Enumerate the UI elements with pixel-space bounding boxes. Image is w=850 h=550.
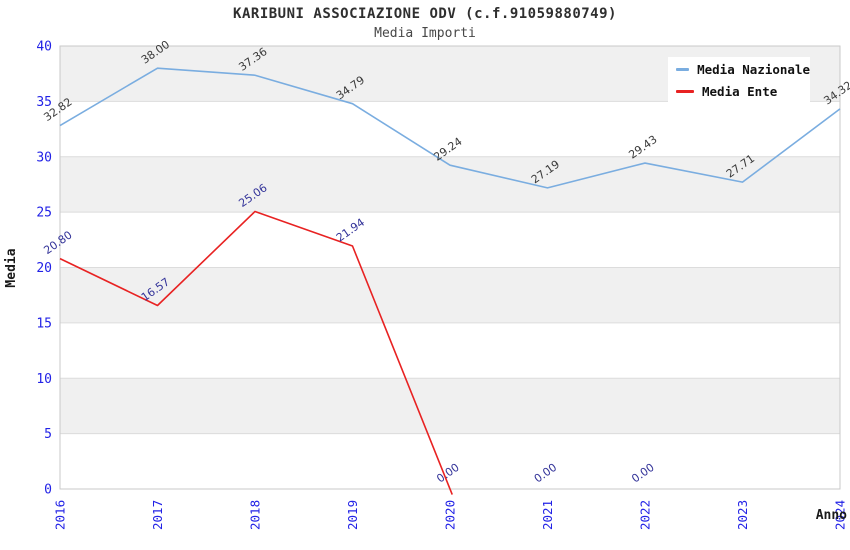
y-tick-label: 40 xyxy=(36,40,52,55)
legend-item-media-nazionale: Media Nazionale xyxy=(668,61,810,77)
plot-band xyxy=(60,378,840,434)
plot-band xyxy=(60,101,840,157)
x-tick-label: 2022 xyxy=(638,500,653,530)
x-tick-label: 2021 xyxy=(540,500,555,530)
chart-subtitle: Media Importi xyxy=(374,26,476,41)
plot-band xyxy=(60,267,840,323)
y-tick-label: 0 xyxy=(44,483,52,498)
y-axis-title: Media xyxy=(4,248,19,287)
x-tick-label: 2023 xyxy=(735,500,750,530)
y-tick-label: 15 xyxy=(36,316,52,331)
legend-marker-media-nazionale xyxy=(676,67,690,71)
legend-marker-media-ente xyxy=(676,89,694,93)
x-tick-label: 2019 xyxy=(345,500,360,530)
y-tick-label: 25 xyxy=(36,206,52,221)
y-tick-label: 20 xyxy=(36,261,52,276)
plot-band xyxy=(60,433,840,489)
y-tick-label: 30 xyxy=(36,150,52,165)
y-tick-label: 5 xyxy=(44,427,52,442)
y-tick-label: 35 xyxy=(36,95,52,110)
x-tick-label: 2020 xyxy=(443,500,458,530)
legend-label-media-ente: Media Ente xyxy=(702,83,778,99)
x-tick-label: 2018 xyxy=(248,500,263,530)
x-tick-label: 2024 xyxy=(833,500,848,530)
legend: Media Nazionale Media Ente xyxy=(668,57,810,103)
chart-title: KARIBUNI ASSOCIAZIONE ODV (c.f.910598807… xyxy=(233,6,617,22)
legend-item-media-ente: Media Ente xyxy=(668,83,810,99)
y-tick-label: 10 xyxy=(36,372,52,387)
legend-label-media-nazionale: Media Nazionale xyxy=(697,61,810,77)
plot-band xyxy=(60,322,840,379)
x-axis-title: Anno xyxy=(816,508,847,523)
series-line-media-ente xyxy=(59,210,453,495)
x-tick-label: 2016 xyxy=(53,500,68,530)
plot-band xyxy=(60,212,840,268)
series-line-media-nazionale xyxy=(59,67,841,189)
x-tick-label: 2017 xyxy=(150,500,165,530)
